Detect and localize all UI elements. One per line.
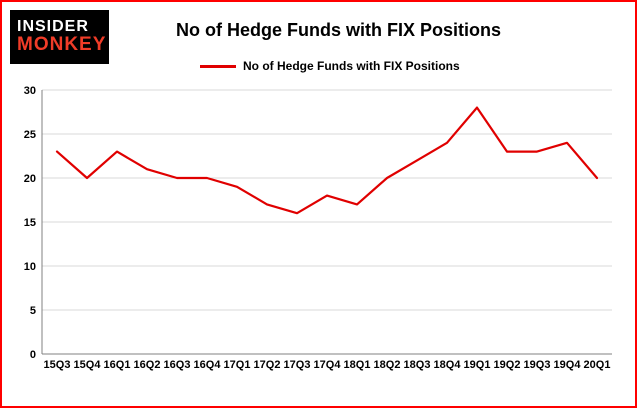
x-tick-label: 15Q4 [74, 359, 102, 371]
x-tick-label: 19Q1 [464, 359, 491, 371]
x-tick-label: 19Q3 [524, 359, 551, 371]
x-tick-label: 17Q3 [284, 359, 311, 371]
legend-line-swatch [200, 64, 236, 68]
y-tick-label: 25 [24, 129, 36, 141]
y-tick-label: 15 [24, 217, 36, 229]
x-tick-label: 18Q4 [434, 359, 462, 371]
y-tick-label: 5 [30, 305, 36, 317]
x-tick-label: 18Q3 [404, 359, 431, 371]
chart-title: No of Hedge Funds with FIX Positions [176, 20, 501, 40]
x-tick-label: 16Q4 [194, 359, 222, 371]
legend: No of Hedge Funds with FIX Positions [200, 59, 460, 73]
x-tick-label: 17Q1 [224, 359, 251, 371]
x-tick-label: 17Q2 [254, 359, 281, 371]
logo-text-monkey: MONKEY [17, 34, 107, 56]
x-tick-label: 16Q3 [164, 359, 191, 371]
series-line [55, 106, 599, 215]
x-tick-label: 17Q4 [314, 359, 342, 371]
x-tick-label: 19Q4 [554, 359, 582, 371]
x-tick-label: 16Q2 [134, 359, 161, 371]
y-tick-label: 20 [24, 173, 36, 185]
x-tick-label: 20Q1 [584, 359, 611, 371]
x-tick-label: 18Q1 [344, 359, 371, 371]
x-tick-label: 16Q1 [104, 359, 131, 371]
x-tick-label: 19Q2 [494, 359, 521, 371]
y-tick-label: 30 [24, 85, 36, 97]
y-tick-label: 0 [30, 349, 36, 361]
legend-label: No of Hedge Funds with FIX Positions [243, 59, 460, 73]
x-tick-label: 15Q3 [44, 359, 71, 371]
logo-text-insider: INSIDER [17, 17, 89, 35]
insider-monkey-logo: INSIDER MONKEY [10, 10, 109, 64]
x-tick-label: 18Q2 [374, 359, 401, 371]
y-tick-label: 10 [24, 261, 36, 273]
